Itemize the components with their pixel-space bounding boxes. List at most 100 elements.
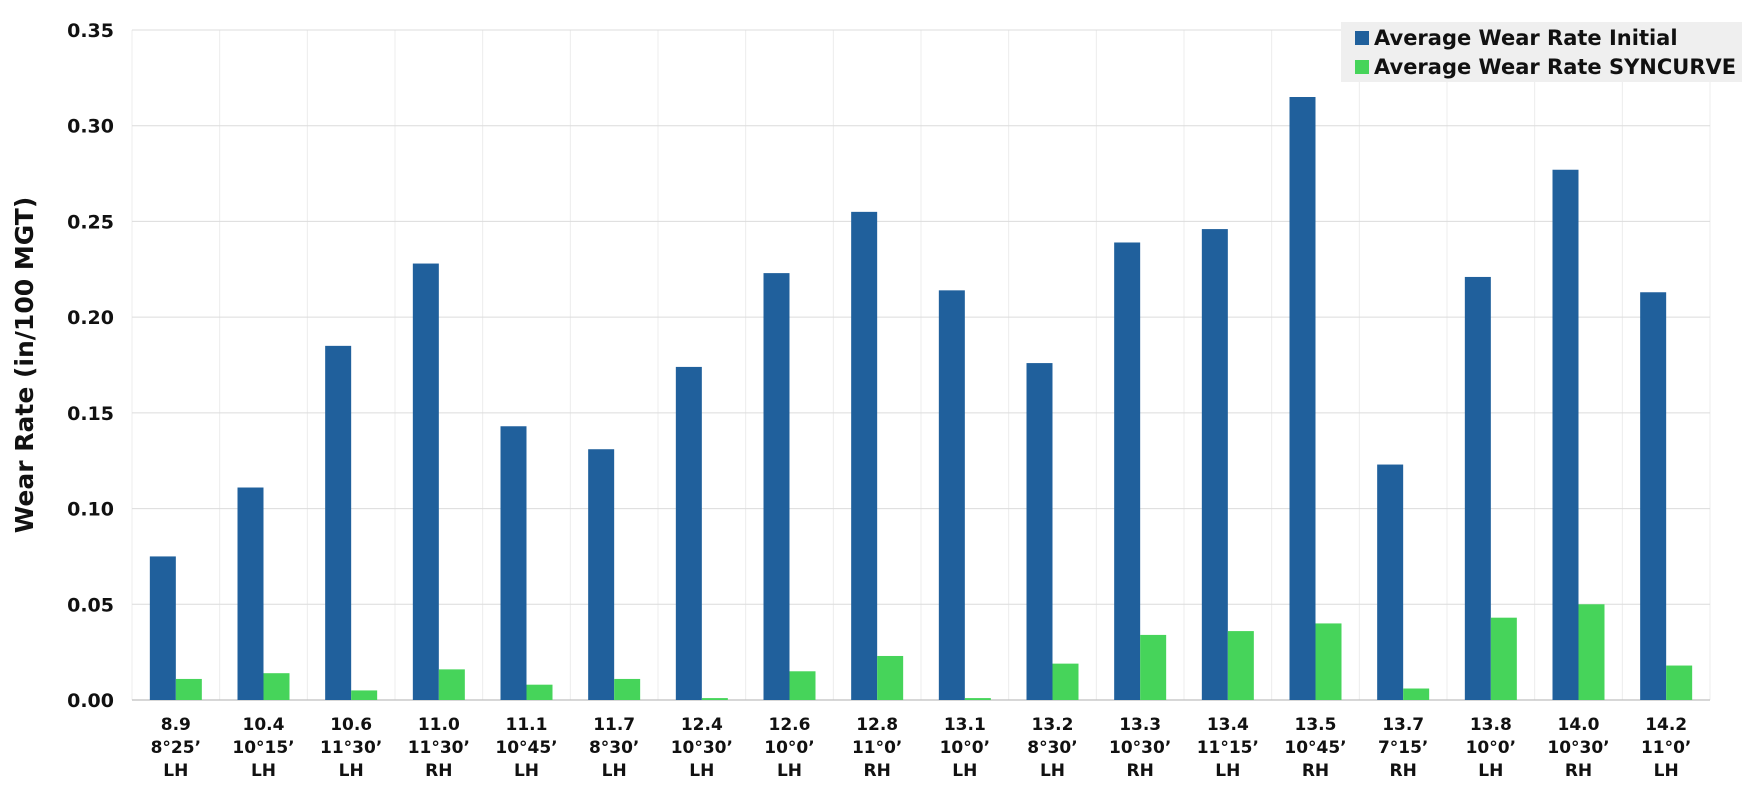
x-category-label: LH bbox=[1478, 761, 1503, 781]
x-category-label: 13.2 bbox=[1032, 715, 1074, 735]
x-category-label: 14.0 bbox=[1558, 715, 1600, 735]
x-category-label: 11.0 bbox=[418, 715, 460, 735]
y-tick-label: 0.05 bbox=[67, 594, 114, 616]
legend-label-initial: Average Wear Rate Initial bbox=[1374, 26, 1678, 50]
bar-syncurve bbox=[1490, 617, 1517, 700]
x-category-label: 11°0’ bbox=[852, 738, 902, 758]
x-category-label: 10°30’ bbox=[1109, 738, 1171, 758]
bar-syncurve bbox=[789, 671, 816, 700]
bar-syncurve bbox=[263, 673, 290, 700]
x-category-label: 13.4 bbox=[1207, 715, 1249, 735]
bar-initial bbox=[500, 426, 527, 700]
grid bbox=[131, 29, 1711, 701]
x-category-label: LH bbox=[602, 761, 627, 781]
y-axis-ticks: 0.00 0.05 0.10 0.15 0.20 0.25 0.30 0.35 bbox=[67, 20, 114, 712]
x-category-label: 10°0’ bbox=[1466, 738, 1516, 758]
x-category-label: LH bbox=[1040, 761, 1065, 781]
x-category-label: 10°0’ bbox=[764, 738, 814, 758]
bar-initial bbox=[588, 449, 615, 700]
x-category-label: 10°45’ bbox=[495, 738, 557, 758]
y-tick-label: 0.00 bbox=[67, 690, 114, 712]
bar-initial bbox=[1114, 242, 1141, 700]
x-category-label: 14.2 bbox=[1645, 715, 1687, 735]
x-category-label: 13.3 bbox=[1119, 715, 1161, 735]
x-category-label: 13.1 bbox=[944, 715, 986, 735]
bar-initial bbox=[1464, 276, 1491, 700]
x-category-label: LH bbox=[163, 761, 188, 781]
x-category-label: 10.6 bbox=[330, 715, 372, 735]
x-category-label: LH bbox=[339, 761, 364, 781]
bar-initial bbox=[675, 366, 702, 700]
x-category-label: RH bbox=[1302, 761, 1329, 781]
x-category-label: 11°15’ bbox=[1197, 738, 1259, 758]
y-tick-label: 0.20 bbox=[67, 307, 114, 329]
x-category-label: 7°15’ bbox=[1378, 738, 1428, 758]
x-category-label: 10.4 bbox=[243, 715, 285, 735]
x-category-label: 10°30’ bbox=[671, 738, 733, 758]
bar-initial bbox=[237, 487, 264, 700]
x-category-label: RH bbox=[425, 761, 452, 781]
x-category-label: LH bbox=[777, 761, 802, 781]
bar-syncurve bbox=[438, 669, 465, 700]
legend-background bbox=[1341, 22, 1742, 82]
x-axis-category-labels: 8.9 8°25’ LH 10.4 10°15’ LH 10.6 11°30’ LH 11.0 11… bbox=[151, 715, 1692, 781]
bar-initial bbox=[149, 556, 176, 700]
bar-syncurve bbox=[175, 678, 202, 700]
bar-initial bbox=[325, 345, 352, 700]
bar-syncurve bbox=[1140, 634, 1167, 700]
bar-syncurve bbox=[351, 690, 378, 700]
x-category-label: 11.1 bbox=[506, 715, 548, 735]
y-tick-label: 0.25 bbox=[67, 211, 114, 233]
bar-syncurve bbox=[1227, 631, 1254, 700]
x-category-label: 11.7 bbox=[593, 715, 635, 735]
y-axis-title: Wear Rate (in/100 MGT) bbox=[10, 197, 39, 534]
legend: Average Wear Rate Initial Average Wear R… bbox=[1341, 22, 1742, 82]
x-category-label: 11°30’ bbox=[320, 738, 382, 758]
bar-initial bbox=[1552, 169, 1579, 700]
x-category-label: 8°30’ bbox=[1027, 738, 1077, 758]
x-category-label: RH bbox=[1390, 761, 1417, 781]
x-category-label: RH bbox=[1127, 761, 1154, 781]
x-category-label: 8.9 bbox=[161, 715, 191, 735]
x-category-label: LH bbox=[952, 761, 977, 781]
bar-syncurve bbox=[1315, 623, 1342, 700]
y-tick-label: 0.30 bbox=[67, 116, 114, 138]
bar-initial bbox=[763, 273, 790, 700]
x-category-label: 8°30’ bbox=[589, 738, 639, 758]
x-category-label: LH bbox=[1654, 761, 1679, 781]
x-category-label: 11°0’ bbox=[1641, 738, 1691, 758]
bar-initial bbox=[1377, 464, 1404, 700]
x-category-label: LH bbox=[1215, 761, 1240, 781]
x-category-label: 13.7 bbox=[1382, 715, 1424, 735]
x-category-label: 12.8 bbox=[856, 715, 898, 735]
bar-initial bbox=[1640, 292, 1667, 700]
x-category-label: 13.8 bbox=[1470, 715, 1512, 735]
x-category-label: RH bbox=[1565, 761, 1592, 781]
bar-initial bbox=[412, 263, 439, 700]
bars bbox=[149, 97, 1693, 701]
x-category-label: LH bbox=[689, 761, 714, 781]
bar-initial bbox=[851, 211, 878, 700]
legend-swatch-initial bbox=[1355, 31, 1369, 45]
legend-label-syncurve: Average Wear Rate SYNCURVE bbox=[1374, 55, 1736, 79]
bar-initial bbox=[1026, 363, 1053, 700]
y-tick-label: 0.35 bbox=[67, 20, 114, 42]
bar-syncurve bbox=[877, 655, 904, 700]
x-category-label: 10°45’ bbox=[1284, 738, 1346, 758]
bar-initial bbox=[1201, 229, 1228, 701]
x-category-label: 13.5 bbox=[1295, 715, 1337, 735]
y-tick-label: 0.10 bbox=[67, 499, 114, 521]
x-category-label: LH bbox=[514, 761, 539, 781]
bar-syncurve bbox=[964, 698, 991, 700]
bar-initial bbox=[938, 290, 965, 700]
x-category-label: 8°25’ bbox=[151, 738, 201, 758]
x-category-label: RH bbox=[864, 761, 891, 781]
x-category-label: 10°30’ bbox=[1547, 738, 1609, 758]
bar-syncurve bbox=[1052, 663, 1079, 700]
x-category-label: 12.6 bbox=[769, 715, 811, 735]
legend-swatch-syncurve bbox=[1355, 60, 1369, 74]
bar-syncurve bbox=[1666, 665, 1693, 700]
x-category-label: LH bbox=[251, 761, 276, 781]
bar-syncurve bbox=[614, 678, 641, 700]
